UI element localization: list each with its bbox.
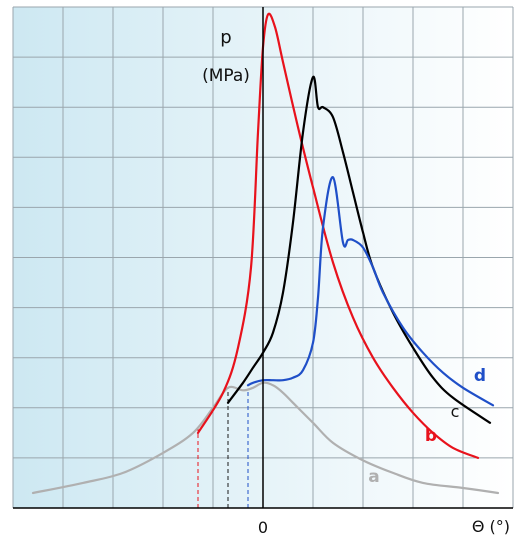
series-d-line [246,176,495,407]
series-labels: a bcd [368,366,486,487]
series-a-line [31,381,500,495]
series-a-label: a [368,467,379,487]
series-b-label: b [425,426,437,446]
series-b-line [196,12,480,459]
series-d-label: d [474,366,486,386]
y-axis-symbol: p [220,27,231,48]
y-axis-unit: (MPa) [202,66,250,86]
series-c-line [226,75,492,424]
series-curves [31,12,500,495]
x-tick-label: 0 [258,518,268,537]
x-tick-labels: 0 [258,518,268,537]
x-axis-label: Θ (°) [472,517,510,536]
marker-lines [197,387,249,508]
series-c-label: c [451,402,460,421]
